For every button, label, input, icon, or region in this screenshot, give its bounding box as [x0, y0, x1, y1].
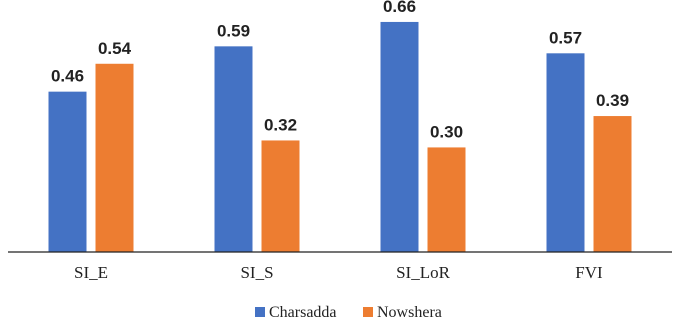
x-tick-label-FVI: FVI [575, 263, 603, 282]
bar-SI_LoR-Charsadda [380, 21, 419, 253]
x-tick-label-SI_E: SI_E [74, 263, 108, 282]
x-tick-labels-group: SI_E SI_S SI_LoR FVI [74, 263, 603, 282]
data-label-FVI-Charsadda: 0.57 [549, 28, 582, 47]
data-label-SI_S-Charsadda: 0.59 [217, 21, 250, 40]
legend-label-Charsadda: Charsadda [269, 304, 337, 321]
data-label-FVI-Nowshera: 0.39 [596, 91, 629, 110]
bar-SI_S-Nowshera [261, 140, 300, 252]
bar-SI_E-Nowshera [95, 63, 134, 253]
data-label-SI_LoR-Nowshera: 0.30 [430, 122, 463, 141]
bar-SI_E-Charsadda [48, 91, 87, 253]
legend-label-Nowshera: Nowshera [377, 304, 442, 321]
value-labels-group: 0.46 0.54 0.59 0.32 0.66 0.30 0.57 0.39 [51, 0, 629, 141]
data-label-SI_S-Nowshera: 0.32 [264, 115, 297, 134]
legend: Charsadda Nowshera [255, 304, 442, 321]
x-tick-label-SI_LoR: SI_LoR [396, 263, 451, 282]
bar-FVI-Nowshera [593, 116, 632, 252]
bar-SI_LoR-Nowshera [427, 147, 466, 252]
data-label-SI_E-Charsadda: 0.46 [51, 67, 84, 86]
bars-group [48, 21, 632, 253]
bar-FVI-Charsadda [546, 53, 585, 252]
bar-SI_S-Charsadda [214, 46, 253, 252]
x-tick-label-SI_S: SI_S [240, 263, 273, 282]
legend-swatch-Charsadda [255, 307, 265, 317]
data-label-SI_E-Nowshera: 0.54 [98, 39, 132, 58]
legend-swatch-Nowshera [363, 307, 373, 317]
data-label-SI_LoR-Charsadda: 0.66 [383, 0, 416, 16]
